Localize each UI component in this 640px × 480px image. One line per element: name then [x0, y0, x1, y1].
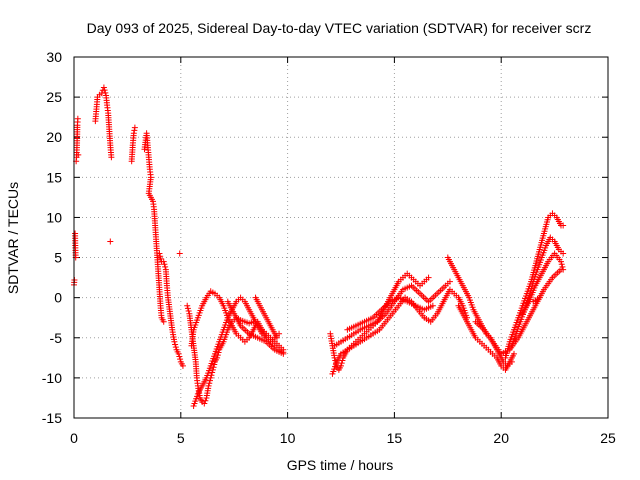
data-point: [108, 154, 115, 161]
data-point: [100, 84, 107, 91]
y-tick-label: 25: [46, 89, 62, 105]
data-point: [175, 350, 182, 357]
data-point: [176, 353, 183, 360]
data-point: [559, 263, 566, 270]
data-point: [176, 250, 183, 257]
data-point: [172, 341, 179, 348]
x-tick-label: 5: [177, 430, 185, 446]
x-tick-label: 25: [600, 430, 616, 446]
data-point: [102, 89, 109, 96]
data-point: [205, 382, 212, 389]
data-point: [131, 124, 138, 131]
data-point: [172, 344, 179, 351]
axis-ticks: 0 5 10 15 20 25 -15 -10 -5 0 5 10 15 20 25 30: [42, 49, 616, 446]
data-point: [210, 364, 217, 371]
x-tick-label: 10: [280, 430, 296, 446]
x-tick-label: 0: [70, 430, 78, 446]
data-point: [184, 305, 191, 312]
data-point: [209, 369, 216, 376]
data-point: [536, 294, 543, 301]
data-point: [179, 362, 186, 369]
series-early: [71, 84, 186, 369]
data-point: [206, 380, 213, 387]
series-midday: [184, 288, 287, 409]
data-point: [171, 338, 178, 345]
data-point: [206, 377, 213, 384]
data-point: [560, 222, 567, 229]
x-tick-label: 20: [493, 430, 509, 446]
data-point: [177, 356, 184, 363]
y-axis-label: SDTVAR / TECUs: [5, 182, 21, 294]
data-point: [101, 87, 108, 94]
data-point: [211, 361, 218, 368]
data-point: [185, 308, 192, 315]
data-point: [160, 258, 167, 265]
y-tick-label: 15: [46, 169, 62, 185]
data-point: [161, 261, 168, 268]
y-tick-label: 20: [46, 129, 62, 145]
data-point: [425, 274, 432, 281]
data-point: [560, 266, 567, 273]
data-point: [131, 127, 138, 134]
data-point: [429, 302, 436, 309]
data-point: [75, 151, 82, 158]
data-point: [184, 302, 191, 309]
data-point: [273, 334, 280, 341]
data-point: [446, 278, 453, 285]
y-tick-label: 0: [54, 290, 62, 306]
data-series: [71, 84, 567, 409]
data-point: [558, 258, 565, 265]
data-point: [338, 362, 344, 369]
data-point: [558, 261, 565, 268]
data-point: [157, 255, 164, 262]
y-tick-label: -15: [42, 410, 62, 426]
data-point: [201, 400, 208, 407]
x-tick-label: 15: [387, 430, 403, 446]
data-point: [107, 238, 114, 245]
y-tick-label: 10: [46, 209, 62, 225]
chart-title: Day 093 of 2025, Sidereal Day-to-day VTE…: [87, 20, 592, 36]
series-evening: [327, 210, 567, 377]
data-point: [280, 350, 287, 357]
data-point: [74, 115, 81, 122]
data-point: [162, 263, 169, 270]
data-point: [339, 357, 346, 364]
plot-frame: [73, 56, 609, 419]
data-point: [160, 318, 167, 325]
y-tick-label: 5: [54, 250, 62, 266]
data-point: [130, 130, 137, 137]
data-point: [511, 350, 518, 357]
data-point: [156, 250, 163, 257]
y-tick-label: -10: [42, 370, 62, 386]
data-point: [215, 349, 222, 356]
data-point: [214, 352, 221, 359]
data-point: [560, 250, 567, 257]
x-axis-label: GPS time / hours: [287, 457, 394, 473]
data-point: [202, 397, 209, 404]
data-point: [338, 360, 345, 367]
data-point: [157, 253, 164, 260]
y-tick-label: 30: [46, 49, 62, 65]
y-tick-label: -5: [50, 330, 63, 346]
